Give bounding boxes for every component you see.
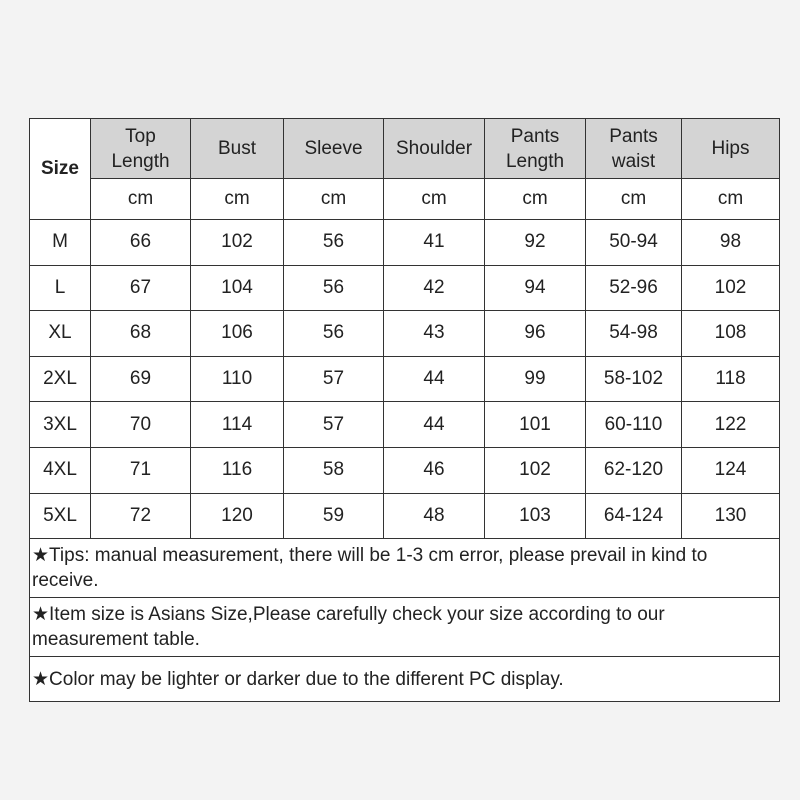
value-cell: 108 <box>681 310 780 357</box>
column-header: Shoulder <box>383 118 485 179</box>
value-cell: 44 <box>383 355 485 403</box>
value-cell: 69 <box>90 355 191 403</box>
value-cell: 56 <box>283 264 384 312</box>
value-cell: 130 <box>681 492 780 540</box>
value-cell: 114 <box>190 401 284 448</box>
column-header: Pants waist <box>585 118 682 179</box>
unit-cell: cm <box>585 178 682 220</box>
value-cell: 101 <box>484 401 586 448</box>
value-cell: 96 <box>484 310 586 357</box>
unit-cell: cm <box>681 178 780 220</box>
value-cell: 71 <box>90 446 191 494</box>
value-cell: 52-96 <box>585 264 682 312</box>
size-cell: 4XL <box>29 446 91 494</box>
value-cell: 58 <box>283 446 384 494</box>
value-cell: 122 <box>681 401 780 448</box>
value-cell: 72 <box>90 492 191 540</box>
unit-cell: cm <box>283 178 384 220</box>
size-cell: M <box>29 219 91 266</box>
value-cell: 62-120 <box>585 446 682 494</box>
value-cell: 48 <box>383 492 485 540</box>
unit-cell: cm <box>190 178 284 220</box>
note-text: ★Tips: manual measurement, there will be… <box>29 538 780 599</box>
value-cell: 56 <box>283 310 384 357</box>
unit-cell: cm <box>90 178 191 220</box>
table-row: XL 68 106 56 43 96 54-98 108 <box>29 310 780 357</box>
value-cell: 92 <box>484 219 586 266</box>
column-header: Bust <box>190 118 284 179</box>
size-chart-table: Size Top Length Bust Sleeve Shoulder Pants Len… <box>29 118 780 703</box>
value-cell: 68 <box>90 310 191 357</box>
value-cell: 58-102 <box>585 355 682 403</box>
note-text: ★Color may be lighter or darker due to t… <box>29 656 780 703</box>
value-cell: 54-98 <box>585 310 682 357</box>
table-row: 3XL 70 114 57 44 101 60-110 122 <box>29 401 780 448</box>
value-cell: 106 <box>190 310 284 357</box>
value-cell: 104 <box>190 264 284 312</box>
column-header: Pants Length <box>484 118 586 179</box>
unit-cell: cm <box>484 178 586 220</box>
table-row: L 67 104 56 42 94 52-96 102 <box>29 264 780 312</box>
value-cell: 124 <box>681 446 780 494</box>
value-cell: 60-110 <box>585 401 682 448</box>
size-cell: L <box>29 264 91 312</box>
value-cell: 50-94 <box>585 219 682 266</box>
table-row: 5XL 72 120 59 48 103 64-124 130 <box>29 492 780 540</box>
table-row: 2XL 69 110 57 44 99 58-102 118 <box>29 355 780 403</box>
value-cell: 110 <box>190 355 284 403</box>
value-cell: 57 <box>283 401 384 448</box>
value-cell: 94 <box>484 264 586 312</box>
value-cell: 99 <box>484 355 586 403</box>
value-cell: 42 <box>383 264 485 312</box>
value-cell: 57 <box>283 355 384 403</box>
value-cell: 70 <box>90 401 191 448</box>
value-cell: 59 <box>283 492 384 540</box>
value-cell: 118 <box>681 355 780 403</box>
table-row: M 66 102 56 41 92 50-94 98 <box>29 219 780 266</box>
value-cell: 41 <box>383 219 485 266</box>
value-cell: 67 <box>90 264 191 312</box>
note-text: ★Item size is Asians Size,Please careful… <box>29 597 780 658</box>
value-cell: 116 <box>190 446 284 494</box>
column-header: Top Length <box>90 118 191 179</box>
size-cell: XL <box>29 310 91 357</box>
value-cell: 102 <box>681 264 780 312</box>
value-cell: 102 <box>484 446 586 494</box>
size-cell: 5XL <box>29 492 91 540</box>
column-header: Sleeve <box>283 118 384 179</box>
value-cell: 43 <box>383 310 485 357</box>
value-cell: 103 <box>484 492 586 540</box>
value-cell: 120 <box>190 492 284 540</box>
size-header: Size <box>29 118 91 220</box>
table-row: 4XL 71 116 58 46 102 62-120 124 <box>29 446 780 494</box>
value-cell: 66 <box>90 219 191 266</box>
value-cell: 46 <box>383 446 485 494</box>
value-cell: 44 <box>383 401 485 448</box>
value-cell: 64-124 <box>585 492 682 540</box>
value-cell: 102 <box>190 219 284 266</box>
value-cell: 56 <box>283 219 384 266</box>
size-cell: 3XL <box>29 401 91 448</box>
column-header: Hips <box>681 118 780 179</box>
size-cell: 2XL <box>29 355 91 403</box>
value-cell: 98 <box>681 219 780 266</box>
unit-cell: cm <box>383 178 485 220</box>
